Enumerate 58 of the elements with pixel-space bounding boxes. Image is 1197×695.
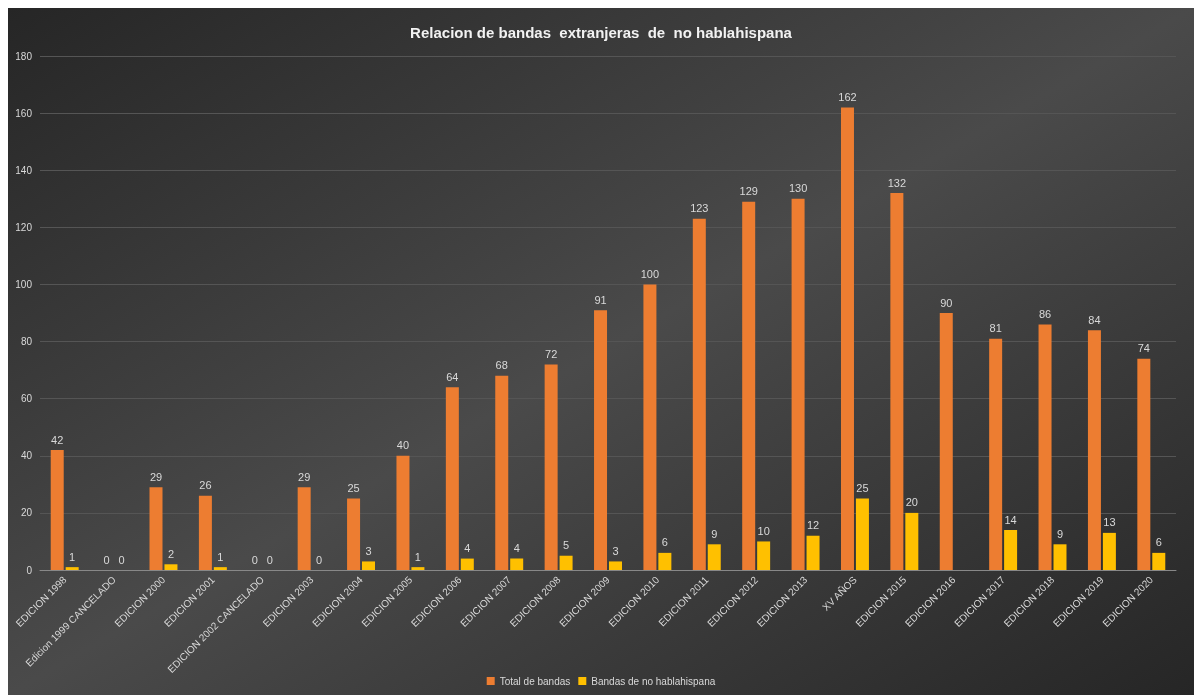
data-label: 0 [316, 553, 323, 566]
data-label: 130 [788, 182, 808, 195]
data-label: 9 [711, 527, 718, 540]
y-tick-label: 120 [15, 221, 33, 233]
data-label: 42 [51, 433, 64, 446]
data-label: 1 [69, 550, 76, 563]
data-label: 86 [1038, 307, 1052, 320]
data-label: 0 [251, 553, 258, 566]
data-label: 13 [1103, 516, 1116, 529]
data-label: 0 [103, 553, 110, 566]
data-label: 26 [199, 479, 212, 492]
data-label: 40 [396, 439, 410, 452]
data-label: 123 [690, 202, 709, 215]
data-label: 1 [217, 550, 224, 563]
data-label: 90 [940, 296, 953, 309]
data-label: 25 [347, 482, 360, 495]
data-label: 2 [167, 547, 175, 560]
data-label: 6 [661, 536, 668, 549]
data-label: 29 [149, 470, 163, 483]
data-label: 9 [1056, 527, 1064, 540]
data-label: 1 [414, 550, 421, 563]
y-tick-label: 40 [20, 450, 33, 462]
data-label: 129 [739, 185, 758, 198]
y-tick-label: 80 [20, 336, 33, 348]
data-label: 74 [1137, 342, 1150, 355]
y-tick-label: 180 [15, 50, 33, 62]
y-tick-label: 20 [20, 507, 33, 519]
data-label: 162 [838, 90, 857, 103]
chart-title: Relacion de bandas extranjeras de no hablahispana [410, 24, 793, 41]
data-label: 72 [545, 347, 558, 360]
y-tick-label: 160 [15, 107, 33, 119]
data-label: 14 [1004, 513, 1017, 526]
y-tick-label: 0 [26, 564, 33, 576]
data-label: 100 [640, 267, 660, 280]
y-tick-label: 60 [20, 393, 33, 405]
data-label: 68 [495, 359, 508, 372]
data-label: 4 [513, 542, 520, 555]
data-label: 4 [464, 542, 471, 555]
data-label: 3 [365, 544, 372, 557]
y-tick-label: 100 [15, 278, 33, 290]
data-label: 91 [594, 293, 607, 306]
data-label: 6 [1155, 536, 1162, 549]
data-label: 132 [887, 176, 907, 189]
data-label: 12 [806, 519, 820, 532]
data-label: 5 [563, 539, 570, 552]
y-tick-label: 140 [15, 164, 33, 176]
data-label: 25 [856, 482, 869, 495]
data-label: 29 [298, 470, 311, 483]
data-label: 81 [989, 322, 1002, 335]
data-label: 20 [905, 496, 918, 509]
data-label: 3 [612, 544, 619, 557]
data-label: 64 [446, 370, 459, 383]
legend-label: Bandas de no hablahispana [591, 675, 716, 687]
legend-label: Total de bandas [499, 675, 571, 687]
data-label: 0 [266, 553, 273, 566]
data-label: 84 [1088, 313, 1101, 326]
data-label: 10 [757, 524, 770, 537]
data-label: 0 [118, 553, 125, 566]
